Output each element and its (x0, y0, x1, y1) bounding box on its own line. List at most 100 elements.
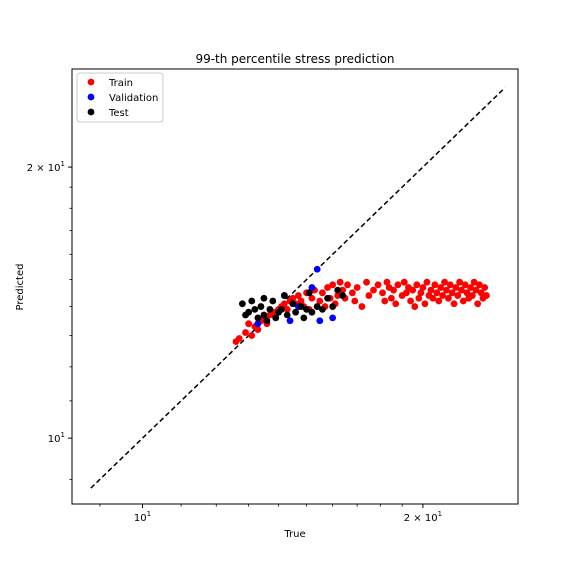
data-point (254, 314, 262, 322)
data-point (329, 303, 337, 310)
data-point (450, 300, 458, 308)
data-point (463, 289, 471, 297)
data-point (248, 332, 256, 339)
data-point (423, 278, 431, 286)
data-point (394, 281, 402, 289)
data-point (283, 311, 291, 319)
data-point (390, 286, 397, 294)
data-point (452, 284, 460, 291)
chart-title: 99-th percentile stress prediction (195, 52, 394, 66)
plot-frame (71, 68, 519, 505)
data-point (334, 286, 342, 294)
ticks-layer: 101 2 × 101 101 2 × 101 (27, 160, 442, 524)
data-point (319, 305, 326, 313)
data-point (297, 297, 305, 305)
data-point (319, 289, 326, 297)
data-point (381, 297, 389, 305)
data-point (289, 300, 297, 308)
data-point (280, 300, 288, 308)
data-point (363, 278, 370, 286)
reference-line-layer (90, 87, 506, 489)
data-point (459, 297, 467, 305)
points-layer (232, 265, 490, 345)
data-point (324, 284, 331, 291)
data-point (476, 281, 483, 289)
data-point (245, 320, 253, 328)
data-point (437, 284, 445, 291)
data-point (324, 294, 331, 302)
data-point (294, 292, 302, 299)
data-point (251, 305, 259, 313)
data-point (308, 308, 316, 316)
data-point (280, 292, 288, 299)
reference-line (90, 87, 506, 489)
data-point (358, 303, 366, 310)
data-point (402, 289, 410, 297)
data-point (248, 297, 256, 305)
x-tick-label: 2 × 101 (404, 510, 442, 524)
legend-label: Validation (109, 93, 158, 104)
data-point (329, 314, 337, 322)
data-point (300, 314, 308, 322)
data-point (289, 294, 297, 302)
data-point (286, 317, 294, 325)
data-point (477, 289, 485, 297)
data-point (313, 303, 321, 310)
data-point (411, 303, 419, 310)
data-point (431, 281, 439, 289)
legend-box (76, 72, 164, 123)
legend-label: Train (108, 78, 133, 89)
data-point (254, 326, 262, 333)
legend-marker (87, 108, 95, 116)
legend-label: Test (108, 108, 129, 119)
data-point (446, 281, 454, 289)
data-point (308, 294, 316, 302)
data-point (260, 311, 268, 319)
data-point (468, 292, 476, 299)
data-point (242, 329, 249, 336)
data-point (353, 284, 361, 291)
data-point (348, 289, 356, 297)
data-point (417, 289, 425, 297)
data-point (383, 278, 391, 286)
data-point (400, 278, 408, 286)
data-point (443, 286, 450, 294)
data-point (458, 286, 465, 294)
data-point (421, 300, 429, 308)
data-point (415, 294, 423, 302)
legend-marker (87, 93, 95, 101)
data-point (419, 284, 427, 291)
data-point (263, 317, 271, 325)
data-point (269, 297, 277, 305)
data-point (278, 305, 285, 313)
data-point (305, 289, 313, 297)
data-point (379, 289, 386, 297)
data-point (456, 278, 464, 286)
y-axis-label: Predicted (15, 264, 26, 311)
data-point (441, 278, 448, 286)
data-point (292, 308, 300, 316)
data-point (283, 305, 291, 313)
data-point (334, 292, 342, 299)
data-point (407, 297, 414, 305)
data-point (316, 297, 324, 305)
series-test (238, 286, 347, 325)
data-point (429, 294, 437, 302)
data-point (387, 294, 395, 302)
x-tick-label: 101 (134, 510, 151, 524)
data-point (336, 278, 344, 286)
data-point (339, 286, 347, 294)
y-tick-label: 2 × 101 (27, 160, 65, 174)
data-point (365, 292, 373, 299)
data-point (308, 284, 316, 291)
data-point (392, 300, 400, 308)
data-point (409, 286, 417, 294)
data-point (297, 303, 305, 310)
data-point (257, 303, 265, 310)
data-point (370, 286, 377, 294)
data-point (474, 300, 482, 308)
data-point (374, 281, 382, 289)
data-point (235, 335, 243, 342)
data-point (433, 289, 441, 297)
legend-marker (87, 78, 95, 86)
